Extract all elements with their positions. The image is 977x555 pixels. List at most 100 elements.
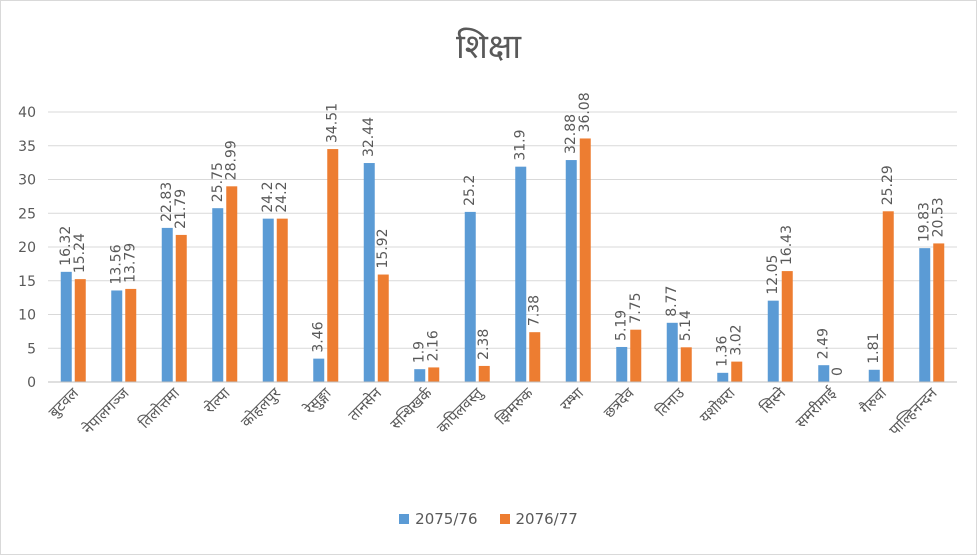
- legend-swatch-series-1: [399, 514, 410, 524]
- bar-series-2: [125, 288, 137, 382]
- data-label: 2.49: [816, 328, 832, 359]
- bar-series-1: [313, 358, 325, 382]
- data-label: 16.43: [779, 225, 795, 265]
- bar-series-1: [464, 211, 476, 382]
- data-label: 24.2: [260, 181, 276, 212]
- bar-series-1: [515, 166, 527, 382]
- data-label: 3.02: [729, 324, 745, 355]
- bar-series-1: [161, 227, 173, 382]
- x-tick-label: रोल्पा: [200, 383, 234, 417]
- y-tick-label: 0: [27, 375, 36, 391]
- data-label: 13.56: [109, 244, 125, 284]
- data-label: 21.79: [173, 189, 189, 229]
- x-tick-label: झिमरुक: [492, 384, 537, 429]
- bar-series-2: [428, 367, 440, 382]
- data-label: 34.51: [325, 103, 341, 143]
- bar-series-1: [60, 271, 72, 382]
- bar-series-2: [680, 347, 692, 382]
- data-label: 2.16: [426, 330, 442, 361]
- y-tick-label: 15: [18, 274, 36, 290]
- data-label: 15.24: [72, 233, 88, 273]
- data-label: 19.83: [917, 202, 933, 242]
- data-label: 25.29: [880, 165, 896, 205]
- data-label: 15.92: [375, 228, 391, 268]
- x-tick-label: यशोधरा: [696, 383, 739, 426]
- bar-series-2: [933, 243, 945, 382]
- x-tick-label: कोहलपुर: [237, 383, 285, 431]
- y-tick-label: 30: [18, 173, 36, 189]
- x-tick-label: सन्धिखर्क: [387, 384, 436, 433]
- x-tick-label: तिलोत्तमा: [135, 383, 184, 432]
- legend: 2075/76 2076/77: [0, 510, 977, 528]
- data-label: 2.38: [476, 329, 492, 360]
- x-tick-label: बुटवल: [45, 384, 84, 423]
- data-label: 0: [830, 367, 846, 376]
- bar-series-2: [74, 279, 86, 382]
- bar-series-1: [767, 300, 779, 382]
- bar-series-1: [616, 346, 628, 382]
- data-label: 1.81: [866, 333, 882, 364]
- y-tick-label: 35: [18, 139, 36, 155]
- legend-label-series-1: 2075/76: [415, 510, 478, 528]
- x-tick-label: तिनाउ: [652, 384, 689, 421]
- x-tick-label: गैरुवा: [856, 383, 890, 417]
- legend-item-series-1: 2075/76: [399, 510, 478, 528]
- chart-title: शिक्षा: [455, 27, 522, 67]
- data-label: 5.19: [614, 310, 630, 341]
- x-tick-label: सिस्ने: [756, 384, 789, 417]
- data-label: 25.75: [210, 162, 226, 202]
- bar-series-1: [262, 218, 274, 382]
- bar-series-1: [414, 369, 426, 382]
- x-tick-label: नेपालगञ्ज: [79, 383, 133, 437]
- bar-series-2: [882, 211, 894, 382]
- bar-series-1: [666, 322, 678, 382]
- data-label: 1.36: [715, 336, 731, 367]
- y-tick-label: 5: [27, 341, 36, 357]
- data-label: 28.99: [224, 140, 240, 180]
- data-label: 24.2: [274, 181, 290, 212]
- data-label: 12.05: [765, 255, 781, 295]
- data-label: 7.38: [527, 295, 543, 326]
- bar-series-2: [377, 274, 389, 382]
- data-label: 1.9: [412, 341, 428, 363]
- bar-series-2: [529, 332, 541, 382]
- x-tick-label: रेसुङ्गा: [300, 383, 336, 419]
- data-label: 16.32: [58, 226, 74, 266]
- x-tick-label: रम्भा: [557, 383, 588, 414]
- data-label: 20.53: [931, 197, 947, 237]
- data-label: 7.75: [628, 293, 644, 324]
- bar-series-2: [731, 361, 743, 382]
- legend-label-series-2: 2076/77: [515, 510, 578, 528]
- x-tick-label: छत्रदेव: [600, 384, 638, 422]
- bar-series-1: [111, 290, 123, 382]
- data-label: 25.2: [462, 175, 478, 206]
- bar-series-1: [818, 365, 830, 382]
- legend-swatch-series-2: [499, 514, 510, 524]
- bar-series-2: [630, 329, 642, 382]
- x-tick-label: तानसेन: [345, 384, 386, 425]
- bar-series-2: [276, 218, 288, 382]
- y-tick-label: 25: [18, 206, 36, 222]
- bar-series-1: [363, 163, 375, 382]
- x-tick-label: कपिलवस्तु: [433, 383, 487, 437]
- bar-series-1: [212, 208, 224, 382]
- bar-series-1: [919, 248, 931, 382]
- y-tick-label: 40: [18, 105, 36, 121]
- data-label: 3.46: [311, 321, 327, 352]
- bar-series-2: [327, 149, 339, 382]
- data-label: 8.77: [664, 286, 680, 317]
- x-tick-label: पाल्हिनन्दन: [885, 384, 941, 440]
- data-label: 32.44: [361, 117, 377, 157]
- data-label: 22.83: [159, 182, 175, 222]
- y-tick-label: 20: [18, 240, 36, 256]
- data-label: 5.14: [678, 310, 694, 341]
- bar-series-2: [175, 234, 187, 382]
- bar-series-1: [717, 372, 729, 382]
- bar-series-2: [478, 365, 490, 382]
- bar-series-2: [579, 138, 591, 382]
- bar-series-2: [226, 186, 238, 382]
- data-label: 13.79: [123, 243, 139, 283]
- data-label: 32.88: [563, 114, 579, 154]
- data-label: 36.08: [577, 92, 593, 132]
